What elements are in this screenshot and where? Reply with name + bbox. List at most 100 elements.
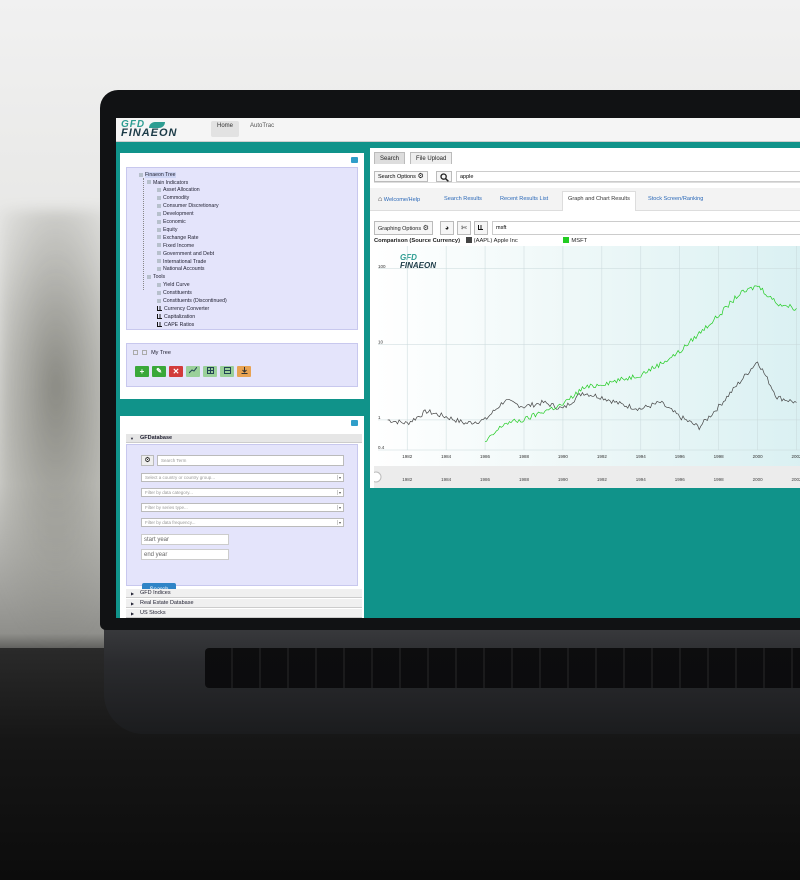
folder-icon (141, 350, 147, 356)
tree-item[interactable]: Yield Curve (157, 282, 190, 289)
graphing-options-button[interactable]: Graphing Options ⚙ (374, 221, 433, 235)
tree-item[interactable]: Consumer Discretionary (157, 203, 219, 210)
download-icon (241, 367, 247, 374)
tree-item[interactable]: National Accounts (157, 266, 205, 273)
chart-tool-button[interactable] (186, 366, 200, 377)
tree-item[interactable]: CAPE Ratios (157, 322, 194, 329)
folder-icon (147, 274, 151, 279)
table-tool-button[interactable] (203, 366, 217, 377)
search-input[interactable]: apple (456, 171, 800, 182)
gear-icon[interactable]: ⚙ (141, 455, 154, 466)
navigator-tick-label: 1992 (597, 477, 608, 482)
graph-toolbar: Graphing Options ⚙ ◕ ✄ msft (374, 221, 800, 235)
tab-welcome-help[interactable]: ⌂ Welcome/Help (378, 196, 421, 203)
finaeon-tree: Finaeon Tree Main Indicators Asset Allocat… (126, 167, 358, 330)
bar-chart-button[interactable] (474, 221, 488, 235)
frequency-select[interactable]: Filter by data frequency... ▾ (141, 518, 344, 527)
x-tick-label: 1988 (519, 454, 530, 459)
search-options-button[interactable]: Search Options ⚙ (374, 171, 428, 182)
folder-icon (157, 251, 161, 256)
gfdatabase-header[interactable]: ▼ GFDatabase (126, 434, 362, 443)
tab-recent-results[interactable]: Recent Results List (500, 196, 549, 202)
series-type-select[interactable]: Filter by series type... ▾ (141, 503, 344, 512)
nav-autotrac[interactable]: AutoTrac (250, 123, 275, 129)
tree-item-label: Fixed Income (163, 242, 195, 249)
navigator-tick-label: 2000 (753, 477, 764, 482)
tab-graph-chart-results[interactable]: Graph and Chart Results (562, 191, 636, 211)
navigator-tick-label: 1990 (558, 477, 569, 482)
navigator-tick-label: 1998 (714, 477, 725, 482)
x-tick-label: 2000 (753, 454, 764, 459)
tab-search-results[interactable]: Search Results (444, 196, 482, 202)
x-tick-label: 1986 (480, 454, 491, 459)
legend-aapl[interactable]: (AAPL) Apple Inc (473, 238, 518, 244)
tree-root[interactable]: Finaeon Tree (139, 172, 176, 179)
legend-msft[interactable]: MSFT (571, 238, 588, 244)
search-term-input[interactable]: Search Term (157, 455, 344, 466)
top-bar: GFD FINAEON Home AutoTrac (116, 118, 800, 142)
tree-item[interactable]: Constituents (157, 290, 192, 297)
real-estate-header[interactable]: ▶ Real Estate Database (126, 599, 362, 608)
navigator-handle (370, 471, 382, 483)
category-select[interactable]: Filter by data category... ▾ (141, 488, 344, 497)
x-tick-label: 1998 (714, 454, 725, 459)
add-button[interactable]: + (135, 366, 149, 377)
bar-chart-icon (157, 313, 162, 319)
pie-chart-button[interactable]: ◕ (440, 221, 454, 235)
tools-button[interactable]: ✄ (457, 221, 471, 235)
tree-item[interactable]: Development (157, 211, 194, 218)
logo-bottom-text: FINAEON (121, 127, 178, 139)
delete-button[interactable]: ✕ (169, 366, 183, 377)
tree-item[interactable]: International Trade (157, 259, 206, 266)
tree-item[interactable]: Asset Allocation (157, 187, 200, 194)
tree-item[interactable]: Capitalization (157, 314, 195, 321)
chevron-down-icon: ▾ (337, 505, 341, 510)
tree-item[interactable]: Tools (147, 274, 165, 281)
caret-right-icon: ▶ (131, 611, 135, 616)
my-tree-box: My Tree + ✎ ✕ (126, 343, 358, 387)
my-tree-label[interactable]: My Tree (151, 350, 171, 356)
tab-stock-screen[interactable]: Stock Screen/Ranking (648, 196, 704, 202)
tree-item[interactable]: Economic (157, 219, 186, 226)
tab-search[interactable]: Search (374, 152, 406, 164)
tree-item-label: Yield Curve (163, 282, 190, 289)
tab-file-upload[interactable]: File Upload (410, 152, 453, 164)
tree-item[interactable]: Currency Converter (157, 306, 209, 313)
us-stocks-header[interactable]: ▶ US Stocks (126, 609, 362, 618)
tree-info-badge[interactable] (351, 157, 358, 163)
x-tick-label: 1992 (597, 454, 608, 459)
search-button-main[interactable] (436, 171, 452, 182)
series-line-1 (485, 285, 797, 442)
country-select[interactable]: Select a country or country group... ▾ (141, 473, 344, 482)
app-screen: GFD FINAEON Home AutoTrac Finaeon Tree Ma… (116, 118, 800, 618)
caret-down-icon: ▼ (130, 436, 134, 441)
tree-item[interactable]: Main Indicators (147, 180, 188, 187)
gfd-indices-header[interactable]: ▶ GFD Indices (126, 589, 362, 598)
start-year-input[interactable]: start year (141, 534, 229, 545)
navigator-tick-label: 1988 (519, 477, 530, 482)
gfd-finaeon-logo[interactable]: GFD FINAEON (119, 119, 209, 139)
tree-item[interactable]: Constituents (Discontinued) (157, 298, 227, 305)
folder-icon (157, 243, 161, 248)
series-input[interactable]: msft (492, 221, 800, 235)
tree-item[interactable]: Equity (157, 227, 177, 234)
edit-button[interactable]: ✎ (152, 366, 166, 377)
folder-icon (157, 219, 161, 224)
tree-item[interactable]: Exchange Rate (157, 235, 198, 242)
grid-icon (206, 367, 214, 374)
gear-icon: ⚙ (422, 225, 429, 232)
download-button[interactable] (237, 366, 251, 377)
gear-icon: ⚙ (417, 173, 424, 180)
folder-icon (157, 211, 161, 216)
nav-home[interactable]: Home (211, 121, 240, 137)
tree-item[interactable]: Fixed Income (157, 243, 194, 250)
end-year-input[interactable]: end year (141, 549, 229, 560)
tree-item-label: Asset Allocation (163, 187, 200, 194)
database-info-badge[interactable] (351, 420, 358, 426)
folder-icon (157, 227, 161, 232)
export-tool-button[interactable] (220, 366, 234, 377)
tree-item[interactable]: Commodity (157, 195, 189, 202)
tree-item[interactable]: Government and Debt (157, 251, 214, 258)
tree-item-label: Tools (153, 274, 166, 281)
